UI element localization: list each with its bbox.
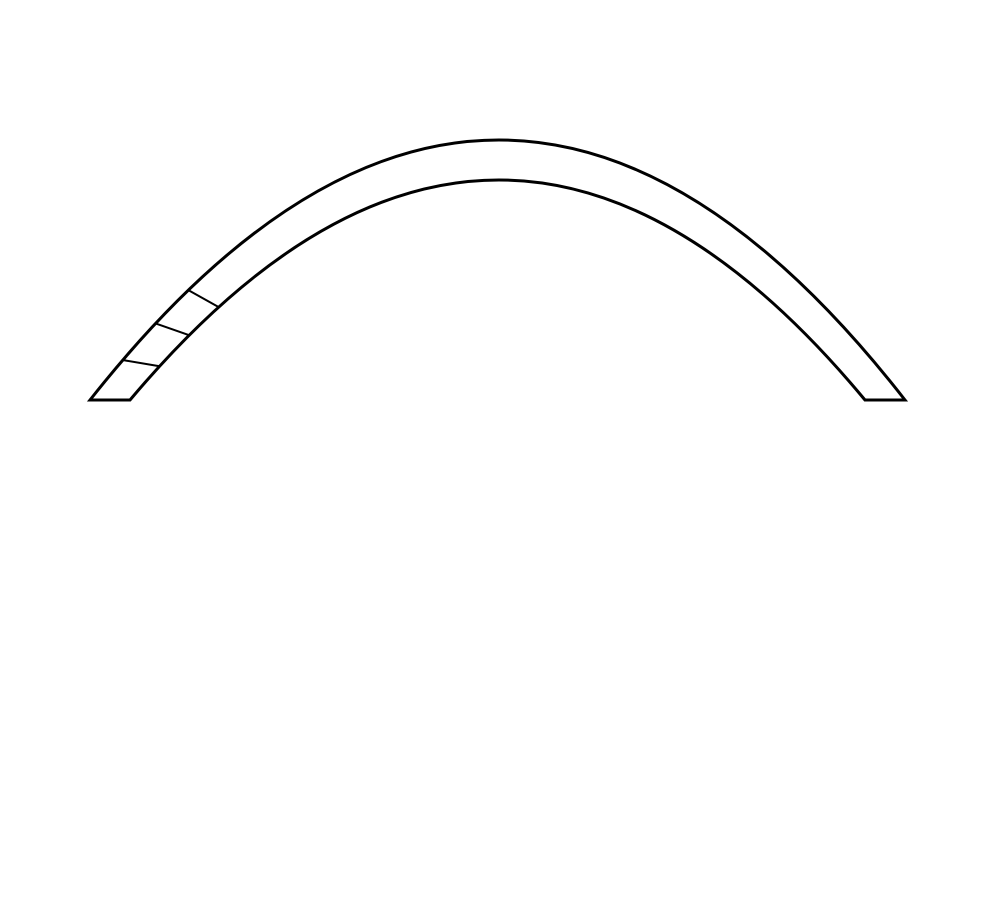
arc-band	[90, 140, 905, 400]
